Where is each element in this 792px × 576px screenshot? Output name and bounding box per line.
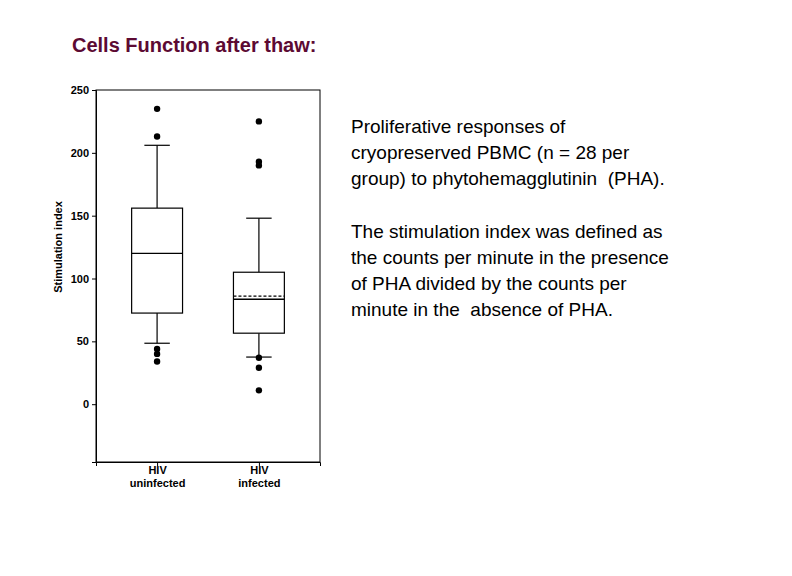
whisker-high: [258, 218, 259, 272]
y-tick: 100: [71, 273, 96, 285]
box-group: [233, 118, 284, 393]
y-axis: 0 50 100 150 200 250: [71, 84, 97, 462]
y-tick-mark: [92, 404, 96, 405]
outlier: [256, 162, 262, 168]
y-tick-label: 100: [71, 273, 89, 285]
outlier: [256, 354, 262, 360]
median: [233, 299, 284, 300]
y-tick: 250: [71, 84, 96, 96]
cap-low: [144, 343, 169, 344]
y-axis-line: [92, 91, 97, 463]
cap-high: [246, 218, 271, 219]
annotation-line: of PHA divided by the counts per: [351, 273, 627, 294]
y-tick-label: 200: [71, 147, 89, 159]
title: Cells Function after thaw:: [72, 34, 316, 56]
x-tick: HIVuninfected: [130, 462, 186, 489]
y-tick: 150: [71, 210, 96, 222]
mean: [233, 296, 284, 297]
boxes: [132, 106, 285, 394]
y-tick-label: 50: [77, 335, 89, 347]
outlier: [256, 118, 262, 124]
whisker-low: [156, 313, 157, 343]
annotation: Proliferative responses of cryopreserved …: [351, 116, 665, 189]
outlier: [256, 365, 262, 371]
annotation-line: the counts per minute in the presence: [351, 247, 669, 268]
box: [132, 208, 183, 313]
y-tick-mark: [92, 341, 96, 342]
y-tick-mark: [92, 216, 96, 217]
y-tick: 50: [77, 335, 96, 347]
y-tick: 200: [71, 147, 96, 159]
y-tick-label: 250: [71, 84, 89, 96]
y-tick-mark: [92, 279, 96, 280]
outlier: [154, 358, 160, 364]
cap-high: [144, 145, 169, 146]
annotation-line: group) to phytohemagglutinin (PHA).: [351, 168, 665, 189]
y-tick: 0: [83, 398, 96, 410]
x-tick-label: HIVinfected: [238, 464, 280, 489]
outlier: [256, 387, 262, 393]
annotation-line: The stimulation index was defined as: [351, 221, 663, 242]
annotation-line: Proliferative responses of: [351, 116, 566, 137]
whisker-low: [258, 333, 259, 357]
whisker-high: [156, 145, 157, 208]
y-tick-mark: [92, 153, 96, 154]
x-axis-line: [97, 463, 321, 467]
annotation: The stimulation index was defined as the …: [351, 221, 669, 320]
x-tick-label: HIVuninfected: [130, 464, 186, 489]
chart: Cells Function after thaw: 0 50 100 150 200 25…: [0, 0, 792, 576]
annotation-line: cryopreserved PBMC (n = 28 per: [351, 142, 630, 163]
median: [132, 253, 183, 254]
box: [233, 272, 284, 333]
x-axis: HIVuninfected HIVinfected: [97, 462, 321, 489]
y-tick-label: 0: [83, 398, 89, 410]
box-group: [132, 106, 183, 365]
outlier: [154, 133, 160, 139]
outlier: [154, 106, 160, 112]
annotation-line: minute in the absence of PHA.: [351, 299, 613, 320]
y-axis-label: Stimulation index: [52, 200, 64, 293]
plot-frame: [96, 90, 320, 462]
y-tick-label: 150: [71, 210, 89, 222]
y-tick-mark: [92, 90, 96, 91]
x-tick: HIVinfected: [238, 462, 280, 489]
outlier: [154, 351, 160, 357]
